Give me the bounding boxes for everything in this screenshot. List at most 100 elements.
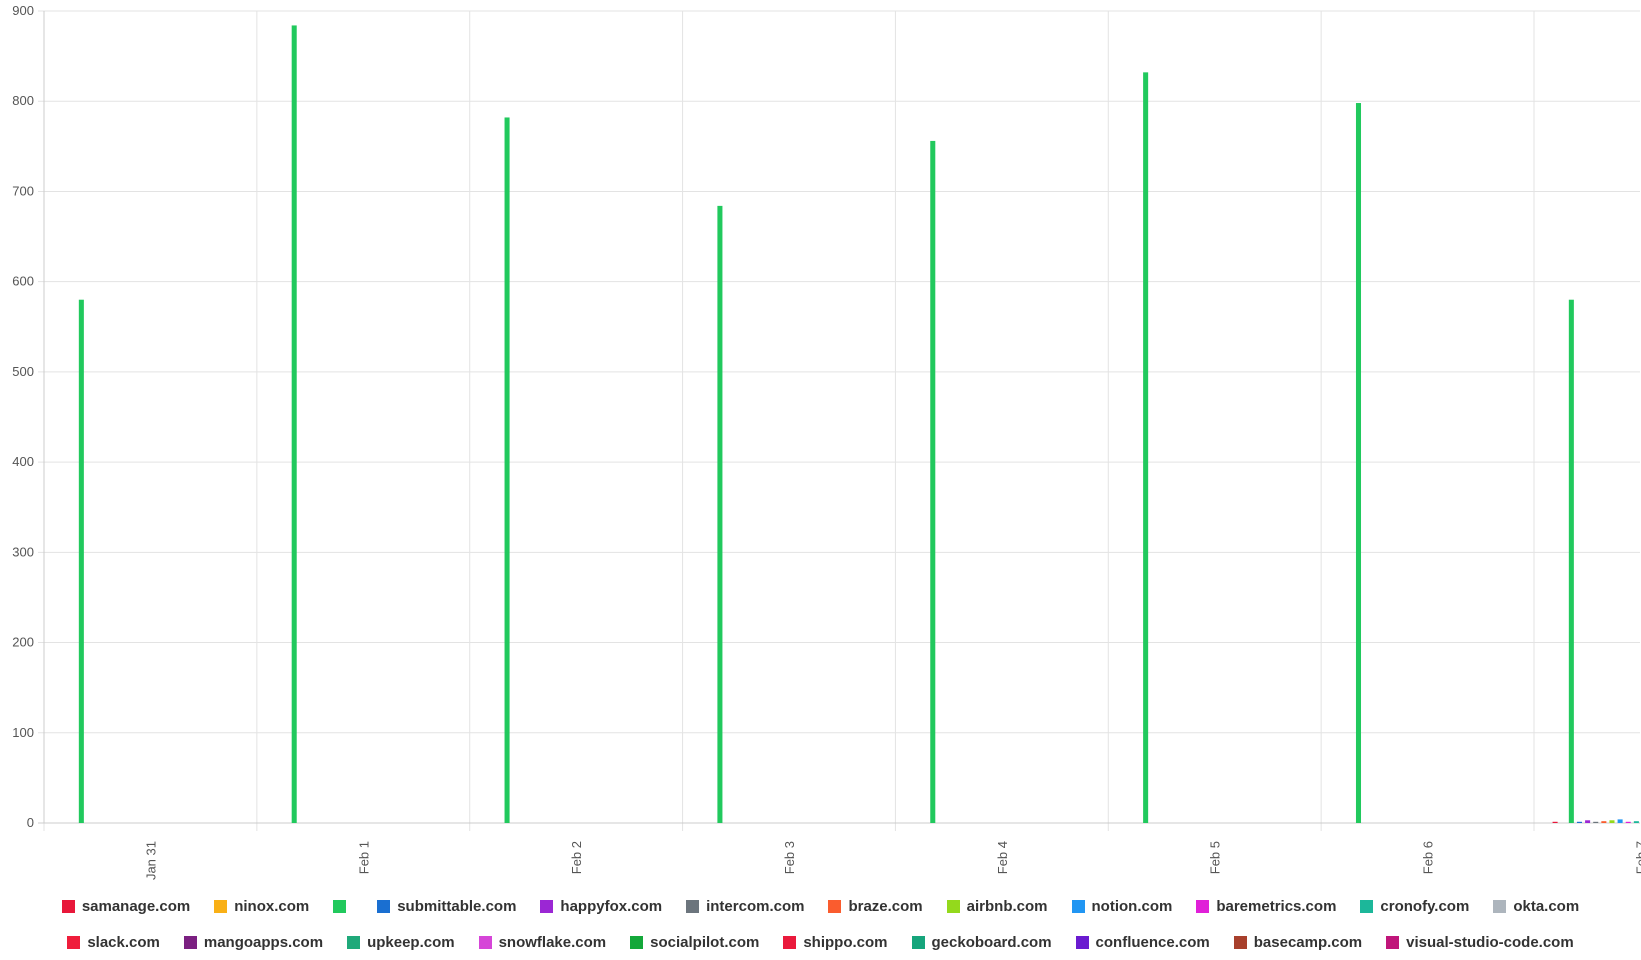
legend-item[interactable]: confluence.com	[1075, 934, 1210, 951]
legend-label: airbnb.com	[966, 897, 1048, 915]
legend-item[interactable]: cronofy.com	[1360, 898, 1469, 915]
legend-swatch	[630, 935, 644, 949]
legend-item[interactable]: okta.com	[1493, 898, 1579, 915]
legend-label: basecamp.com	[1253, 933, 1363, 951]
legend-label: geckoboard.com	[931, 933, 1052, 951]
legend-item[interactable]: samanage.com	[61, 897, 191, 915]
legend-swatch	[540, 899, 554, 913]
legend-label: snowflake.com	[498, 933, 607, 951]
legend-label: ninox.com	[234, 897, 310, 915]
legend-swatch	[61, 899, 75, 913]
bar-unnamed-series-feb-4	[930, 140, 936, 824]
bar-braze-com-feb-7	[1601, 821, 1607, 823]
legend-swatch	[1196, 899, 1210, 913]
legend-item[interactable]: shippo.com	[783, 933, 888, 951]
legend-label: upkeep.com	[367, 933, 455, 951]
x-tick-label: Jan 31	[143, 841, 158, 880]
legend-item[interactable]: notion.com	[1071, 897, 1173, 915]
legend-swatch	[1071, 899, 1085, 913]
legend-swatch	[214, 899, 228, 913]
legend-item[interactable]: baremetrics.com	[1196, 898, 1336, 915]
legend-label: okta.com	[1513, 897, 1580, 915]
legend-swatch	[1360, 899, 1374, 913]
bar-unnamed-series-jan-31	[78, 299, 84, 823]
x-tick-label: Feb 7	[1633, 841, 1641, 874]
bar-unnamed-series-feb-6	[1355, 103, 1362, 823]
y-tick-label: 700	[12, 183, 34, 198]
legend-swatch	[911, 935, 925, 949]
legend-swatch	[1386, 935, 1400, 949]
x-tick-label: Feb 2	[569, 841, 584, 874]
bar-unnamed-series-feb-1	[291, 25, 297, 824]
axes	[38, 11, 1640, 824]
legend: samanage.com ninox.com submittable.com happ…	[0, 888, 1641, 960]
legend-item[interactable]: happyfox.com	[540, 898, 662, 915]
x-tick-label: Feb 3	[782, 841, 797, 874]
legend-item[interactable]: snowflake.com	[478, 933, 607, 951]
legend-label: samanage.com	[81, 897, 191, 915]
legend-row: samanage.com ninox.com submittable.com happ…	[0, 888, 1641, 924]
legend-swatch	[377, 899, 391, 913]
legend-item[interactable]: braze.com	[828, 897, 923, 915]
legend-item[interactable]: slack.com	[67, 934, 160, 951]
legend-swatch	[828, 899, 842, 913]
x-axis-tick-labels: Jan 31 Feb 1 Feb 2 Feb 3 Feb 4 Feb 5 Feb 6 Feb …	[143, 841, 1641, 880]
legend-swatch	[1075, 935, 1089, 949]
y-axis-tick-labels: 0 100 200 300 400 500 600 700 800 900	[12, 3, 34, 830]
legend-label: visual-studio-code.com	[1406, 933, 1574, 951]
bar-baremetrics-com-feb-7	[1625, 821, 1631, 823]
x-tick-label: Feb 1	[356, 841, 371, 874]
legend-label: submittable.com	[397, 897, 517, 915]
legend-swatch	[946, 899, 960, 913]
x-tick-label: Feb 5	[1208, 841, 1223, 874]
legend-label: slack.com	[87, 933, 160, 951]
bar-samanage-com-feb-7	[1552, 821, 1558, 823]
y-tick-label: 100	[12, 725, 34, 740]
legend-swatch	[1493, 899, 1507, 913]
legend-swatch	[333, 899, 347, 913]
bar-unnamed-series-feb-2	[504, 117, 510, 823]
legend-row: slack.com mangoapps.com upkeep.com snowflak…	[0, 924, 1641, 960]
y-tick-label: 0	[27, 815, 34, 830]
legend-item[interactable]: airbnb.com	[946, 897, 1048, 915]
legend-swatch	[67, 935, 81, 949]
legend-item[interactable]: mangoapps.com	[183, 933, 324, 951]
bar-cronofy-com-feb-7	[1633, 821, 1639, 823]
y-tick-label: 500	[12, 364, 34, 379]
legend-item[interactable]: geckoboard.com	[911, 933, 1052, 951]
legend-item[interactable]: basecamp.com	[1233, 933, 1363, 951]
legend-label: mangoapps.com	[203, 933, 324, 951]
legend-swatch	[347, 935, 361, 949]
legend-label: socialpilot.com	[650, 933, 760, 951]
legend-item[interactable]: visual-studio-code.com	[1386, 934, 1574, 951]
bar-airbnb-com-feb-7	[1609, 820, 1615, 823]
legend-label: cronofy.com	[1380, 897, 1470, 915]
legend-item[interactable]: upkeep.com	[347, 934, 455, 951]
legend-label: braze.com	[848, 897, 923, 915]
legend-label: baremetrics.com	[1216, 897, 1337, 915]
legend-label: notion.com	[1091, 897, 1173, 915]
bar-unnamed-series-feb-7	[1568, 299, 1574, 823]
y-tick-label: 400	[12, 454, 34, 469]
legend-item[interactable]: intercom.com	[686, 898, 804, 915]
y-tick-label: 200	[12, 635, 34, 650]
legend-swatch	[686, 899, 700, 913]
legend-label: intercom.com	[706, 897, 805, 915]
bar-unnamed-series-feb-5	[1143, 72, 1149, 823]
x-tick-label: Feb 4	[995, 841, 1010, 874]
legend-swatch	[478, 935, 492, 949]
bars	[78, 25, 1639, 824]
y-tick-label: 900	[12, 3, 34, 18]
legend-item[interactable]	[333, 899, 353, 913]
legend-swatch	[1233, 935, 1247, 949]
y-tick-label: 600	[12, 274, 34, 289]
y-tick-label: 300	[12, 544, 34, 559]
legend-item[interactable]: socialpilot.com	[630, 934, 759, 951]
legend-label: shippo.com	[803, 933, 888, 951]
legend-item[interactable]: ninox.com	[214, 898, 309, 915]
bar-chart: 0 100 200 300 400 500 600 700 800 900 Jan 31 Feb 1…	[12, 3, 1641, 880]
x-tick-label: Feb 6	[1421, 841, 1436, 874]
legend-item[interactable]: submittable.com	[377, 898, 516, 915]
legend-swatch	[183, 935, 197, 949]
